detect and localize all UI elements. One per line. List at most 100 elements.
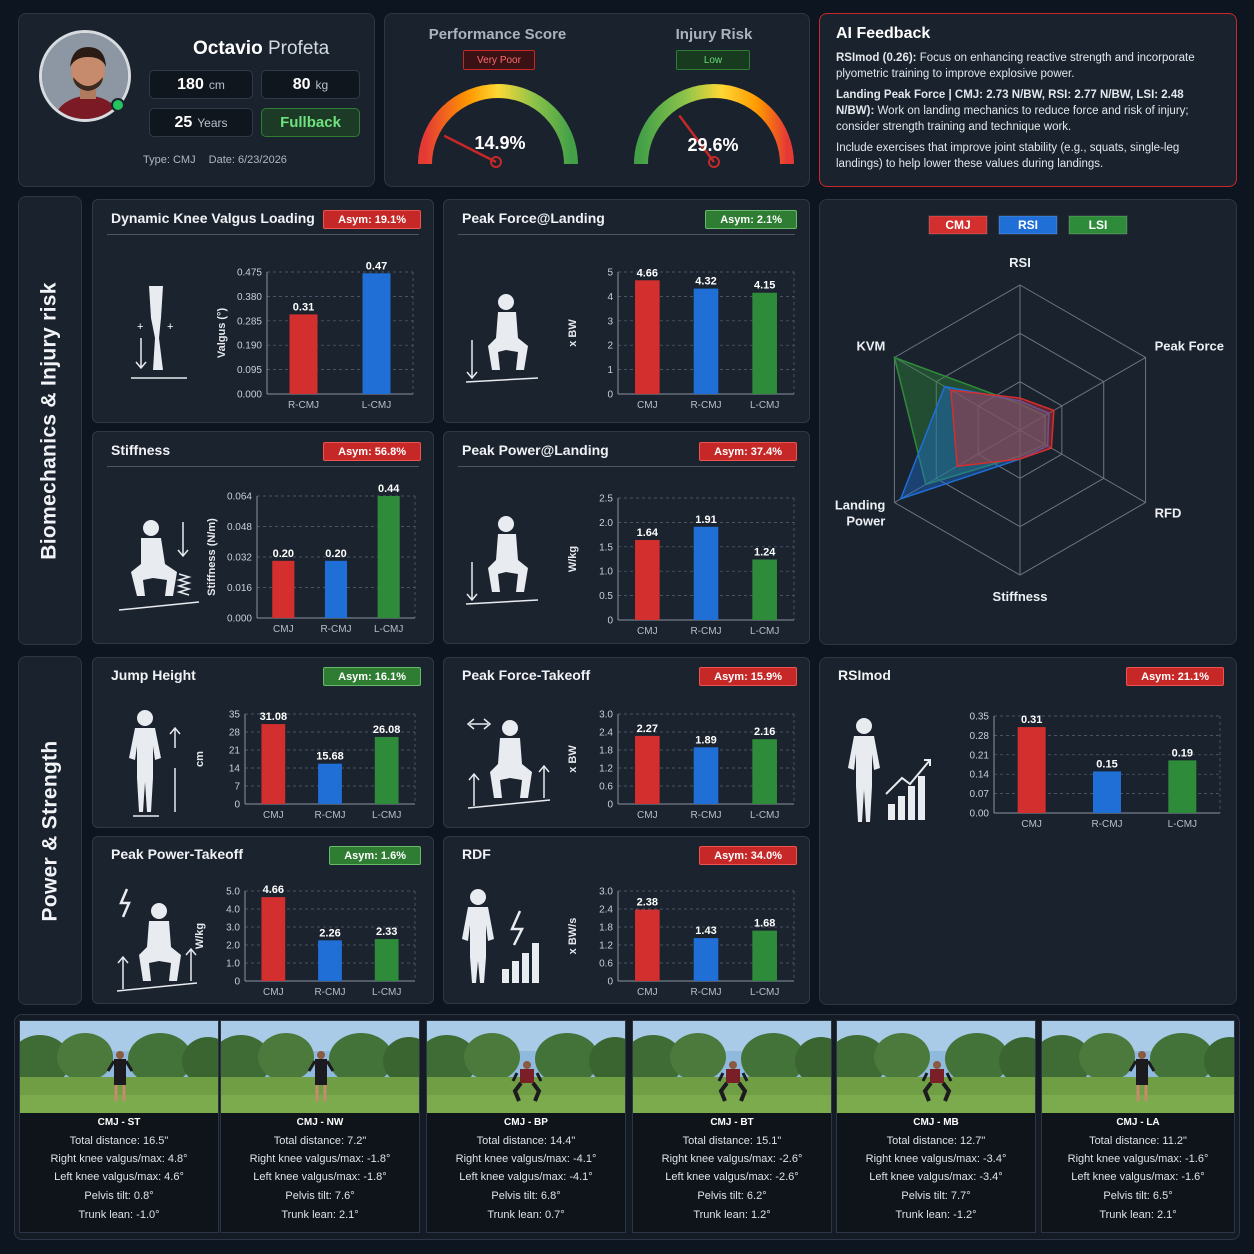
athlete-name: Octavio Profeta [193, 38, 329, 60]
radar-axis-label: KVM [856, 339, 885, 354]
trial-right-knee: Right knee valgus/max: -2.6° [661, 1153, 803, 1165]
bar-l-cmj[interactable] [752, 292, 777, 394]
card-peak-force-takeoff[interactable]: Peak Force-Takeoff Asym: 15.9% 0 0.6 1.2 1.… [443, 657, 810, 828]
feedback-landing-head: Landing Peak Force | CMJ: 2.73 N/BW, RSI… [836, 89, 1184, 117]
bar-cmj[interactable] [261, 897, 286, 981]
bar-l-cmj[interactable] [374, 736, 399, 804]
trial-card[interactable]: CMJ - BT Total distance: 15.1" Right kne… [632, 1020, 832, 1233]
bar-r-cmj[interactable] [693, 938, 719, 981]
trial-title: CMJ - BP [504, 1117, 548, 1128]
svg-text:+: + [137, 321, 143, 333]
trial-trunk-lean: Trunk lean: 0.7° [487, 1209, 565, 1221]
landing-squat-illustration [465, 294, 539, 383]
bar-cmj[interactable] [272, 560, 295, 618]
y-tick-label: 0.000 [237, 390, 262, 401]
asym-badge: Asym: 56.8% [323, 442, 421, 461]
legend-cmj[interactable] [928, 215, 988, 235]
trial-photo[interactable] [633, 1021, 832, 1113]
bar-l-cmj[interactable] [377, 496, 400, 618]
bar-cmj[interactable] [261, 724, 286, 804]
card-peak-force-landing[interactable]: Peak Force@Landing Asym: 2.1% 0 1 2 3 4 5 x BW… [443, 199, 810, 423]
weight-stat: 80 kg [261, 70, 360, 99]
trial-distance: Total distance: 7.2" [273, 1135, 367, 1147]
y-tick-label: 0.5 [599, 591, 613, 602]
bar-r-cmj[interactable] [693, 288, 719, 394]
trial-photo[interactable] [427, 1021, 626, 1113]
height-value: 180 [177, 75, 204, 93]
radar-axis-label: Stiffness [993, 589, 1048, 604]
card-dkv[interactable]: Dynamic Knee Valgus Loading Asym: 19.1% … [92, 199, 434, 423]
bar-value-label: 1.89 [695, 734, 716, 746]
bar-cmj[interactable] [1017, 727, 1046, 813]
feedback-landing-text: Work on landing mechanics to reduce forc… [836, 105, 1189, 133]
trial-card[interactable]: CMJ - MB Total distance: 12.7" Right kne… [836, 1020, 1036, 1233]
feedback-rsimod: RSImod (0.26): Focus on enhancing reacti… [836, 50, 1196, 82]
trial-card[interactable]: CMJ - BP Total distance: 14.4" Right kne… [426, 1020, 626, 1233]
ai-feedback-body: RSImod (0.26): Focus on enhancing reacti… [836, 50, 1196, 172]
trial-right-knee: Right knee valgus/max: 4.8° [50, 1153, 188, 1165]
bar-cmj[interactable] [635, 909, 660, 981]
bar-r-cmj[interactable] [318, 940, 342, 981]
bar-r-cmj[interactable] [693, 526, 719, 620]
y-tick-label: 1.2 [599, 941, 613, 952]
bar-value-label: 0.20 [325, 548, 346, 560]
trial-photo[interactable] [221, 1021, 420, 1113]
age-value: 25 [174, 113, 193, 131]
card-stiffness[interactable]: Stiffness Asym: 56.8% 0.000 0.016 0.032 0.0… [92, 431, 434, 644]
legend-label: LSI [1089, 218, 1108, 232]
svg-text:Peak Force: Peak Force [1155, 339, 1224, 354]
y-axis-label: x BW [567, 745, 579, 773]
bar-r-cmj[interactable] [1093, 771, 1121, 813]
trial-card[interactable]: CMJ - ST Total distance: 16.5" Right kne… [19, 1020, 219, 1233]
card-peak-power-takeoff[interactable]: Peak Power-Takeoff Asym: 1.6% 0 1.0 2.0 3.0… [92, 836, 434, 1004]
chart-peak-power-takeoff: 0 1.0 2.0 3.0 4.0 5.0 W/kg 4.66 CMJ 2.26 R-CMJ 2.33… [194, 884, 416, 998]
bar-cmj[interactable] [635, 280, 660, 394]
trial-photo[interactable] [837, 1021, 1036, 1113]
y-tick-label: 0 [607, 616, 613, 627]
bar-value-label: 1.91 [695, 514, 716, 526]
y-axis-label: x BW [567, 319, 579, 347]
legend-lsi[interactable] [1068, 215, 1128, 235]
bar-value-label: 2.26 [319, 927, 340, 939]
radar-spoke [1019, 357, 1146, 431]
legend-rsi[interactable] [998, 215, 1058, 235]
bar-value-label: 1.43 [695, 925, 716, 937]
trial-pelvis-tilt: Pelvis tilt: 0.8° [84, 1190, 154, 1202]
bar-r-cmj[interactable] [693, 747, 719, 804]
bar-l-cmj[interactable] [374, 939, 399, 981]
y-tick-label: 1.0 [599, 567, 613, 578]
first-name: Octavio [193, 38, 263, 59]
bar-l-cmj[interactable] [362, 273, 391, 394]
card-jump-height[interactable]: Jump Height Asym: 16.1% 0 7 14 21 28 35 cm 31.0… [92, 657, 434, 828]
trial-trunk-lean: Trunk lean: 1.2° [693, 1209, 771, 1221]
trial-photo[interactable] [1042, 1021, 1235, 1113]
trial-left-knee: Left knee valgus/max: 4.6° [54, 1171, 184, 1183]
bar-l-cmj[interactable] [1168, 760, 1197, 813]
avatar[interactable] [39, 30, 131, 122]
y-tick-label: 0.380 [237, 292, 262, 303]
trial-title: CMJ - ST [97, 1117, 141, 1128]
bar-l-cmj[interactable] [752, 739, 777, 804]
jump-height-illustration [129, 710, 181, 817]
trial-title: CMJ - NW [296, 1117, 344, 1128]
x-tick-label: L-CMJ [372, 810, 401, 821]
bar-l-cmj[interactable] [752, 930, 777, 981]
card-title: Peak Force@Landing [462, 210, 605, 226]
trial-photo[interactable] [20, 1021, 219, 1113]
y-tick-label: 7 [234, 782, 240, 793]
bar-cmj[interactable] [635, 735, 660, 804]
y-tick-label: 0.07 [970, 789, 990, 800]
radar-spoke [1019, 429, 1146, 503]
bar-l-cmj[interactable] [752, 559, 777, 620]
trial-card[interactable]: CMJ - LA Total distance: 11.2" Right kne… [1041, 1020, 1235, 1233]
trial-pelvis-tilt: Pelvis tilt: 6.5° [1103, 1190, 1173, 1202]
bar-r-cmj[interactable] [289, 314, 318, 394]
svg-text:RSI: RSI [1009, 255, 1031, 270]
bar-r-cmj[interactable] [318, 763, 342, 804]
card-rdf[interactable]: RDF Asym: 34.0% 0 0.6 1.2 1.8 2.4 3.0 x BW/s 2.… [443, 836, 810, 1004]
bar-r-cmj[interactable] [324, 560, 348, 618]
bar-cmj[interactable] [635, 539, 660, 620]
trial-card[interactable]: CMJ - NW Total distance: 7.2" Right knee… [220, 1020, 420, 1233]
card-rsimod[interactable]: RSImod Asym: 21.1% 0.00 0.07 0.14 0.21 0.28 0… [819, 657, 1237, 1005]
card-peak-power-landing[interactable]: Peak Power@Landing Asym: 37.4% 0 0.5 1.0 1.… [443, 431, 810, 644]
